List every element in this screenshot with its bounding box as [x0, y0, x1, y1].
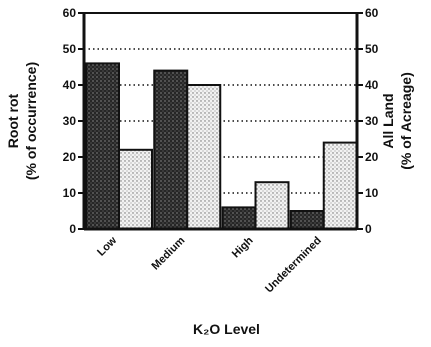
category-label-undetermined: Undetermined	[263, 235, 324, 296]
right-tick-label-0: 0	[365, 222, 372, 236]
left-tick-label-50: 50	[63, 42, 77, 56]
axes	[78, 12, 363, 231]
right-tick-label-50: 50	[365, 42, 379, 56]
bar-high-all-land	[254, 181, 290, 230]
category-label-high: High	[230, 234, 256, 260]
left-tick-label-0: 0	[69, 222, 76, 236]
left-axis-title-line-2: (% of occurrence)	[23, 62, 39, 180]
right-tick-label-40: 40	[365, 78, 379, 92]
category-label-low: Low	[95, 234, 119, 258]
bar-medium-all-land	[186, 84, 222, 230]
right-axis-title-line-1: All Land	[380, 93, 396, 148]
left-axis-title-line-1: Root rot	[5, 93, 21, 148]
left-tick-label-30: 30	[63, 114, 77, 128]
right-tick-label-20: 20	[365, 150, 379, 164]
left-tick-label-10: 10	[63, 186, 77, 200]
bar-undetermined-root-rot	[289, 210, 325, 230]
left-tick-label-40: 40	[63, 78, 77, 92]
left-tick-label-20: 20	[63, 150, 77, 164]
x-axis-title: K₂O Level	[193, 321, 260, 337]
right-tick-label-10: 10	[365, 186, 379, 200]
right-axis-title-line-2: (% of Acreage)	[398, 72, 414, 170]
category-label-medium: Medium	[149, 234, 187, 272]
bars	[85, 62, 358, 231]
bar-medium-root-rot	[153, 69, 189, 230]
bar-high-root-rot	[221, 206, 257, 230]
right-tick-label-30: 30	[365, 114, 379, 128]
bar-low-all-land	[118, 148, 153, 230]
bar-undetermined-all-land	[322, 141, 358, 231]
left-tick-label-60: 60	[63, 6, 77, 20]
bar-low-root-rot	[85, 62, 120, 231]
right-tick-label-60: 60	[365, 6, 379, 20]
